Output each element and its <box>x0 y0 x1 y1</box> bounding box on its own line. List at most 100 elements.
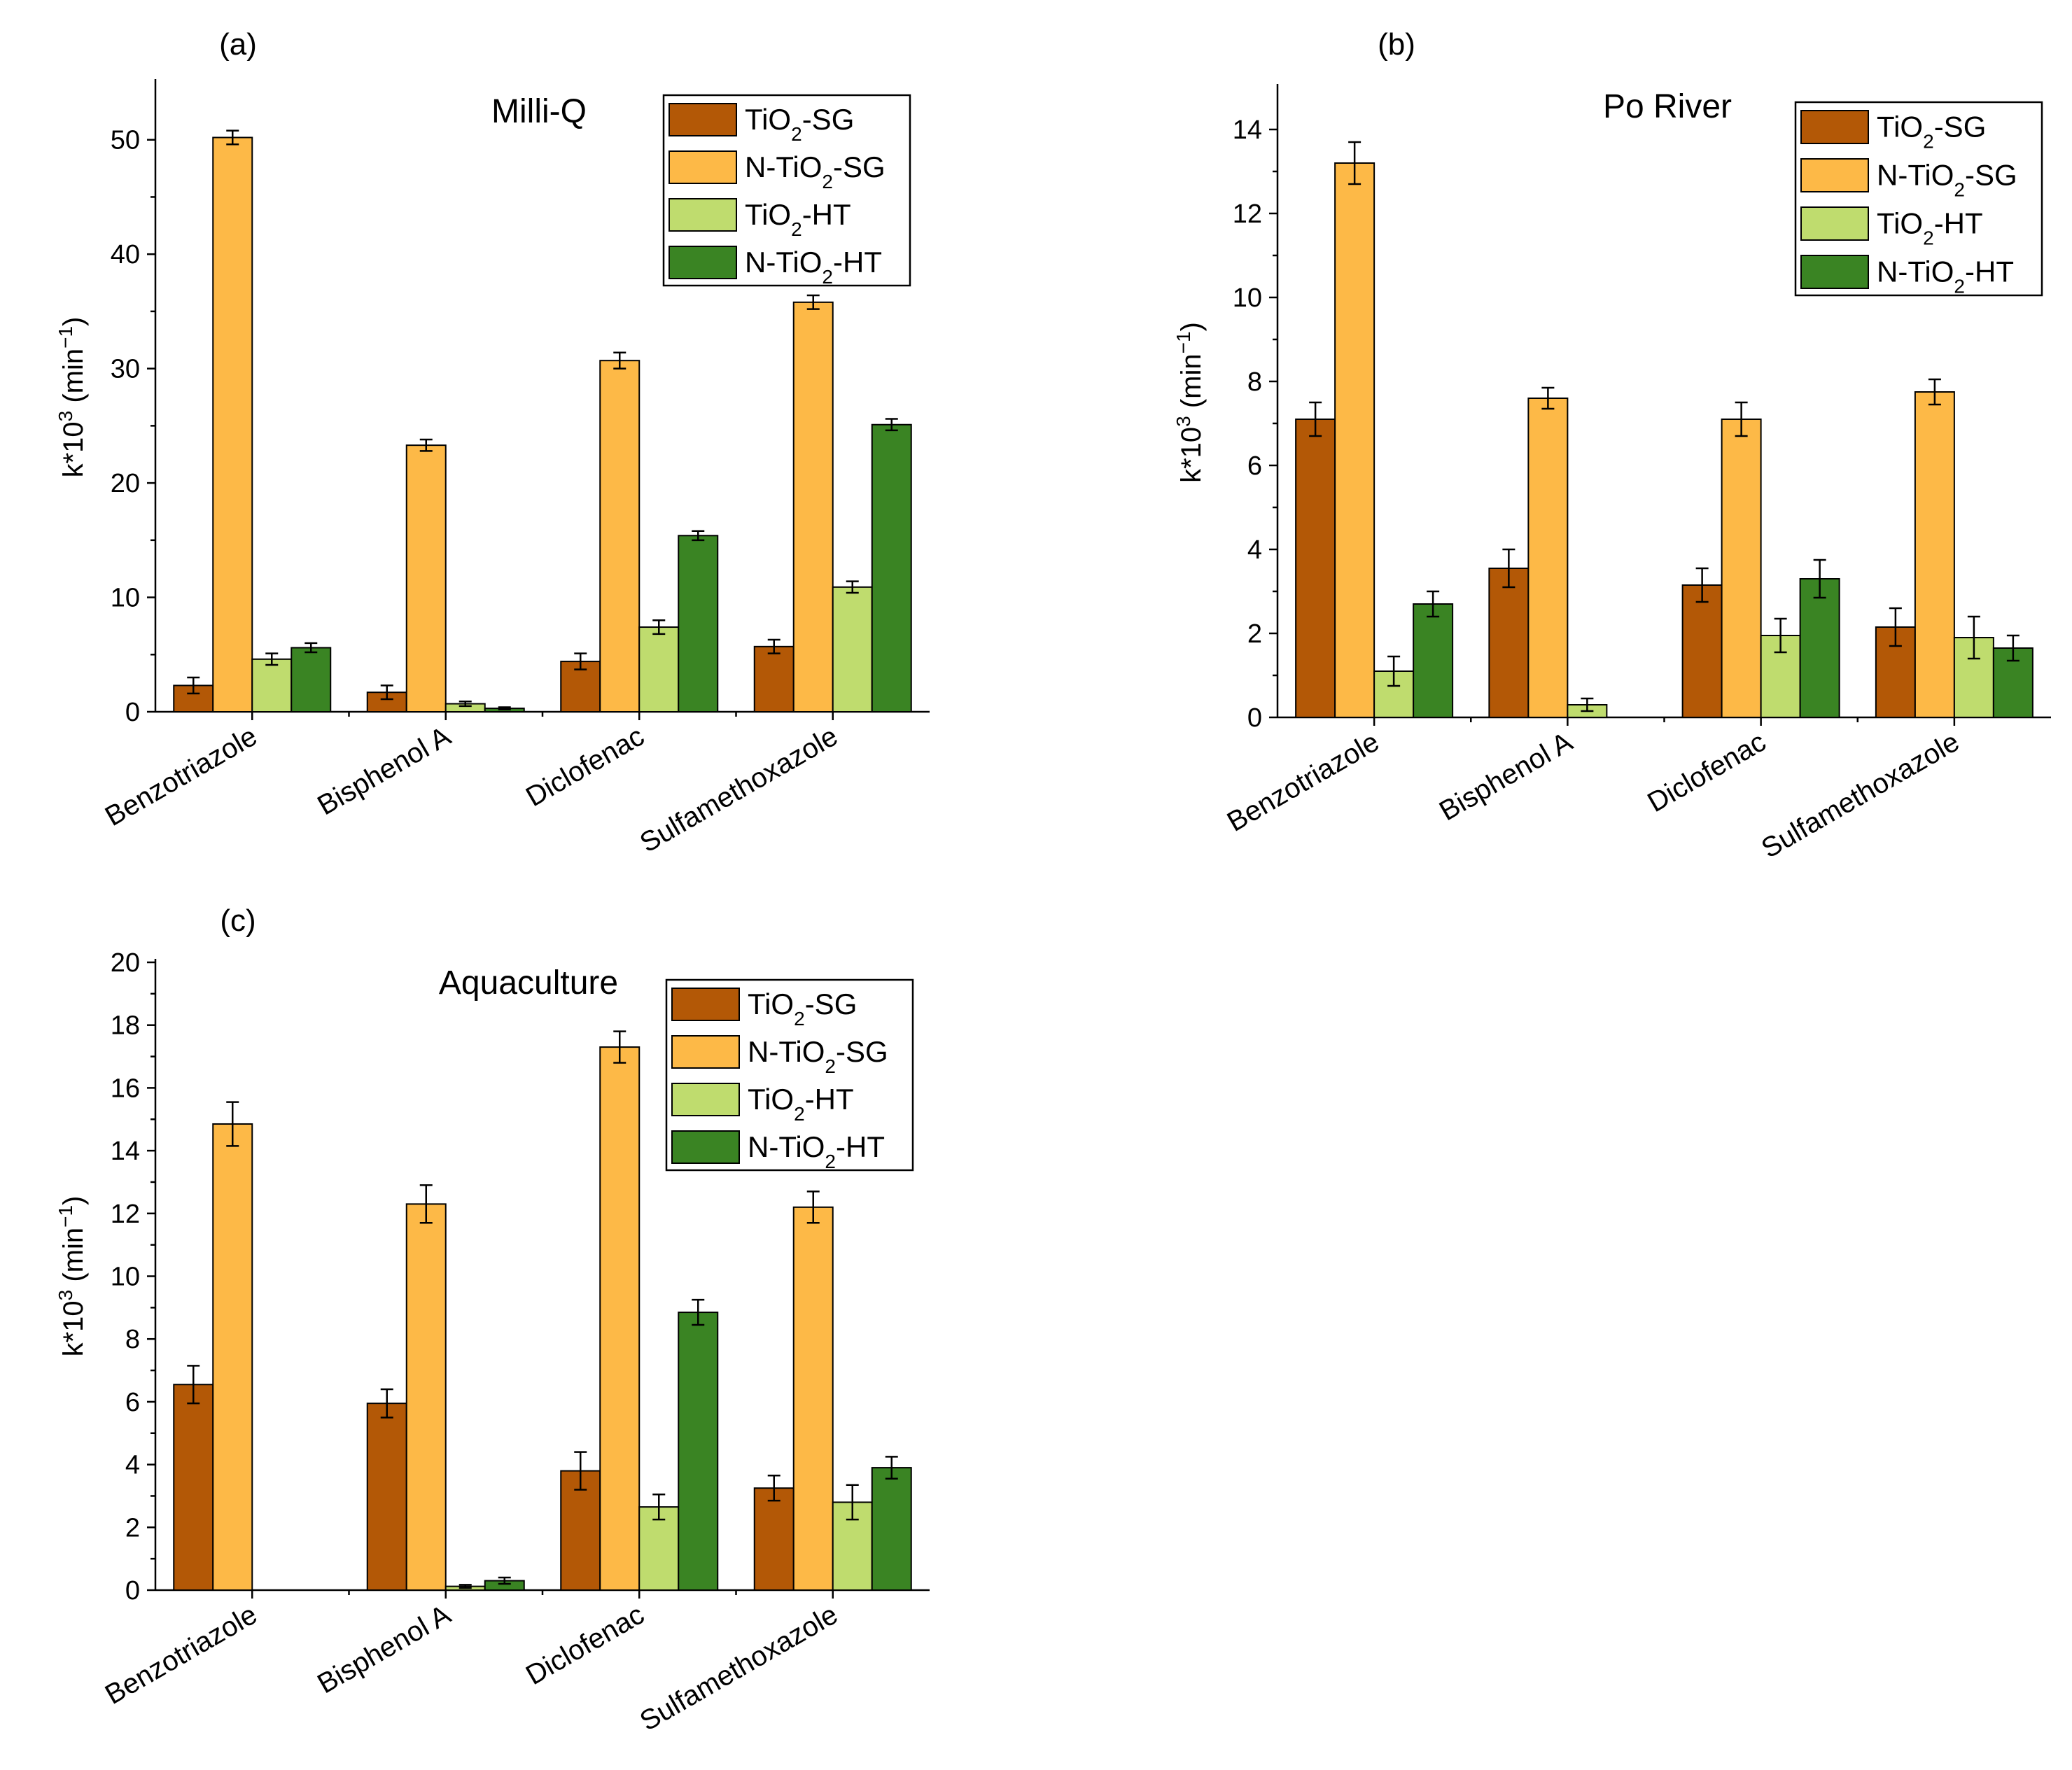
legend-label-n-tio2-ht-part: N-TiO <box>748 1130 825 1163</box>
y-tick-label: 6 <box>125 1388 140 1417</box>
category-label-diclofenac: Diclofenac <box>521 1599 650 1691</box>
y-axis-label-part: −1 <box>55 326 76 349</box>
chart-panel-a: (a) 0 10 20 30 40 50 k*103 (min−1) Benzotriazole… <box>55 27 930 859</box>
legend-label-n-tio2-sg-part: 2 <box>825 1055 836 1077</box>
legend-label-n-tio2-ht-part: N-TiO <box>1877 255 1954 288</box>
y-axis-label-part: k*10 <box>58 1300 89 1356</box>
bar-n-tio2-sg-benzotriazole <box>212 136 253 712</box>
y-axis-label-part: ) <box>1176 322 1207 331</box>
legend-label-tio2-ht-part: -HT <box>805 1083 854 1116</box>
y-tick-label: 8 <box>1247 367 1262 397</box>
y-tick-label: 0 <box>125 698 140 727</box>
category-label-sulfamethoxazole: Sulfamethoxazole <box>635 1599 843 1737</box>
legend-label-tio2-ht: TiO2-HT <box>748 1083 854 1125</box>
legend-label-tio2-ht-part: 2 <box>1923 227 1934 248</box>
y-axis-label-part: −1 <box>55 1205 76 1228</box>
legend-label-tio2-sg-part: -SG <box>805 988 858 1020</box>
y-tick-label: 20 <box>111 469 140 498</box>
legend-label-tio2-sg-part: -SG <box>1934 111 1987 143</box>
legend-label-n-tio2-ht-part: -HT <box>836 1130 885 1163</box>
legend-swatch-tio2-sg <box>671 988 740 1021</box>
bar-tio2-ht-diclofenac <box>638 626 680 712</box>
y-axis-label-part: 3 <box>55 411 76 422</box>
bar-tio2-sg-bisphenol-a <box>1488 568 1530 718</box>
legend-label-n-tio2-sg-part: -SG <box>836 1035 888 1068</box>
legend-label-n-tio2-ht-part: 2 <box>1954 275 1965 297</box>
y-axis-label-part: (min <box>1176 353 1207 416</box>
legend-swatch-n-tio2-sg <box>668 150 737 184</box>
legend-label-n-tio2-ht-part: N-TiO <box>745 246 822 279</box>
category-label-benzotriazole: Benzotriazole <box>1222 726 1385 838</box>
y-tick-label: 2 <box>125 1513 140 1543</box>
legend-label-tio2-ht: TiO2-HT <box>745 198 851 240</box>
y-axis-label-part: k*10 <box>58 421 89 477</box>
legend-label-tio2-ht-part: TiO <box>745 198 791 231</box>
legend-label-tio2-sg: TiO2-SG <box>1877 111 1986 153</box>
legend-label-n-tio2-sg: N-TiO2-SG <box>748 1035 888 1077</box>
legend-swatch-tio2-sg <box>668 103 737 136</box>
category-label-diclofenac: Diclofenac <box>1642 726 1771 818</box>
legend-swatch-tio2-ht <box>1800 206 1869 241</box>
chart-panel-c: (c) 0 2 4 6 8 10 12 14 16 18 20 k*103 (min−1) Benzotr… <box>55 904 930 1737</box>
legend-label-n-tio2-sg-part: N-TiO <box>745 150 822 183</box>
legend-label-tio2-sg-part: -SG <box>802 103 855 136</box>
category-label-benzotriazole: Benzotriazole <box>100 1599 262 1711</box>
legend-label-tio2-ht-part: TiO <box>1877 207 1923 240</box>
y-tick-label: 0 <box>1247 703 1262 733</box>
y-tick-label: 16 <box>111 1074 140 1103</box>
y-tick-label: 0 <box>125 1576 140 1606</box>
legend-label-tio2-ht: TiO2-HT <box>1877 207 1983 249</box>
legend-label-tio2-ht-part: 2 <box>794 1103 805 1125</box>
bar-n-tio2-sg-bisphenol-a <box>405 1203 447 1591</box>
bar-n-tio2-ht-diclofenac <box>678 535 719 713</box>
bar-n-tio2-sg-benzotriazole <box>1334 162 1376 718</box>
bar-tio2-ht-diclofenac <box>638 1506 680 1591</box>
bar-n-tio2-ht-diclofenac <box>678 1312 719 1591</box>
y-axis-label-part: ) <box>58 1196 89 1205</box>
legend-swatch-n-tio2-ht <box>668 246 737 279</box>
y-tick-label: 20 <box>111 948 140 978</box>
bar-n-tio2-sg-diclofenac <box>599 360 640 712</box>
legend-label-tio2-ht-part: 2 <box>791 218 802 240</box>
bar-tio2-ht-sulfamethoxazole <box>832 586 873 712</box>
legend-label-tio2-sg-part: TiO <box>745 103 791 136</box>
legend-swatch-n-tio2-ht <box>1800 255 1869 289</box>
legend-label-tio2-sg: TiO2-SG <box>748 988 857 1030</box>
bar-n-tio2-sg-sulfamethoxazole <box>792 1206 834 1591</box>
y-tick-label: 12 <box>111 1200 140 1229</box>
y-axis-label: k*103 (min−1) <box>1172 322 1208 483</box>
y-tick-label: 4 <box>125 1451 140 1480</box>
legend-label-tio2-ht-part: -HT <box>802 198 851 231</box>
bar-n-tio2-sg-benzotriazole <box>212 1123 253 1592</box>
y-tick-label: 8 <box>125 1325 140 1354</box>
legend-swatch-n-tio2-sg <box>671 1035 740 1069</box>
legend-swatch-n-tio2-sg <box>1800 158 1869 192</box>
y-axis-label-part: −1 <box>1172 331 1194 353</box>
y-axis-label-part: 3 <box>55 1290 76 1301</box>
legend-label-tio2-sg-part: 2 <box>794 1008 805 1030</box>
legend-label-n-tio2-ht-part: 2 <box>825 1151 836 1172</box>
panel-label: (a) <box>219 27 257 62</box>
y-tick-label: 14 <box>1233 115 1262 145</box>
bar-n-tio2-ht-sulfamethoxazole <box>871 423 912 712</box>
panel-label: (c) <box>220 904 255 938</box>
bar-n-tio2-ht-sulfamethoxazole <box>871 1467 912 1591</box>
legend-label-n-tio2-sg-part: -SG <box>833 150 886 183</box>
legend-label-tio2-sg-part: TiO <box>748 988 794 1020</box>
legend-label-tio2-ht-part: TiO <box>748 1083 794 1116</box>
y-axis-label-part: (min <box>58 1228 89 1290</box>
y-tick-label: 50 <box>111 126 140 155</box>
legend-label-tio2-sg-part: TiO <box>1877 111 1923 143</box>
chart-title: Aquaculture <box>439 964 618 1002</box>
y-tick-label: 4 <box>1247 535 1262 565</box>
category-label-sulfamethoxazole: Sulfamethoxazole <box>635 721 843 859</box>
chart-panel-b: (b) 0 2 4 6 8 10 12 14 k*103 (min−1) Benzotriazole… <box>1172 27 2051 864</box>
chart-title: Po River <box>1603 88 1732 125</box>
legend-label-n-tio2-sg: N-TiO2-SG <box>1877 159 2017 201</box>
bar-tio2-sg-benzotriazole <box>173 1384 214 1592</box>
category-label-diclofenac: Diclofenac <box>521 721 650 813</box>
legend-label-n-tio2-ht-part: 2 <box>822 266 833 288</box>
